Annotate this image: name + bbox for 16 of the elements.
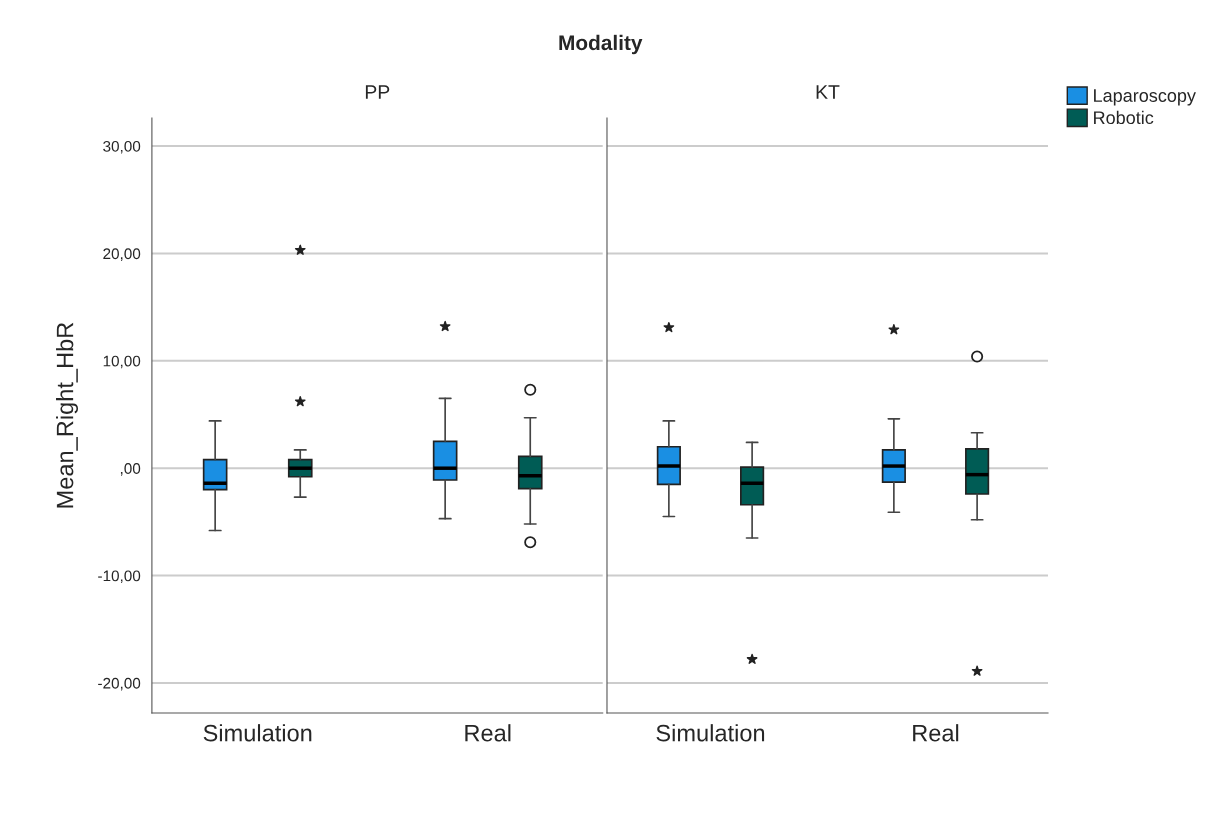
legend-label: Robotic	[1094, 110, 1154, 125]
y-tick-label: ,00	[120, 463, 141, 476]
y-axis-title: Mean_Right_HbR	[56, 322, 79, 508]
x-tick-label: Simulation	[656, 724, 765, 742]
chart-subtitle: PP	[365, 85, 390, 99]
y-tick-label: -20,00	[98, 677, 141, 691]
legend-label: Laparoscopy	[1094, 89, 1196, 106]
y-tick-label: 30,00	[103, 140, 141, 154]
x-tick-label: Simulation	[203, 724, 312, 742]
y-tick-label: -10,00	[98, 570, 141, 584]
x-tick-label: Real	[465, 724, 511, 742]
x-tick-label: Real	[913, 724, 959, 742]
chart-title: Modality	[559, 34, 643, 55]
y-tick-label: 10,00	[103, 355, 141, 369]
y-tick-label: 20,00	[103, 248, 141, 261]
chart-subtitle: KT	[816, 85, 840, 99]
